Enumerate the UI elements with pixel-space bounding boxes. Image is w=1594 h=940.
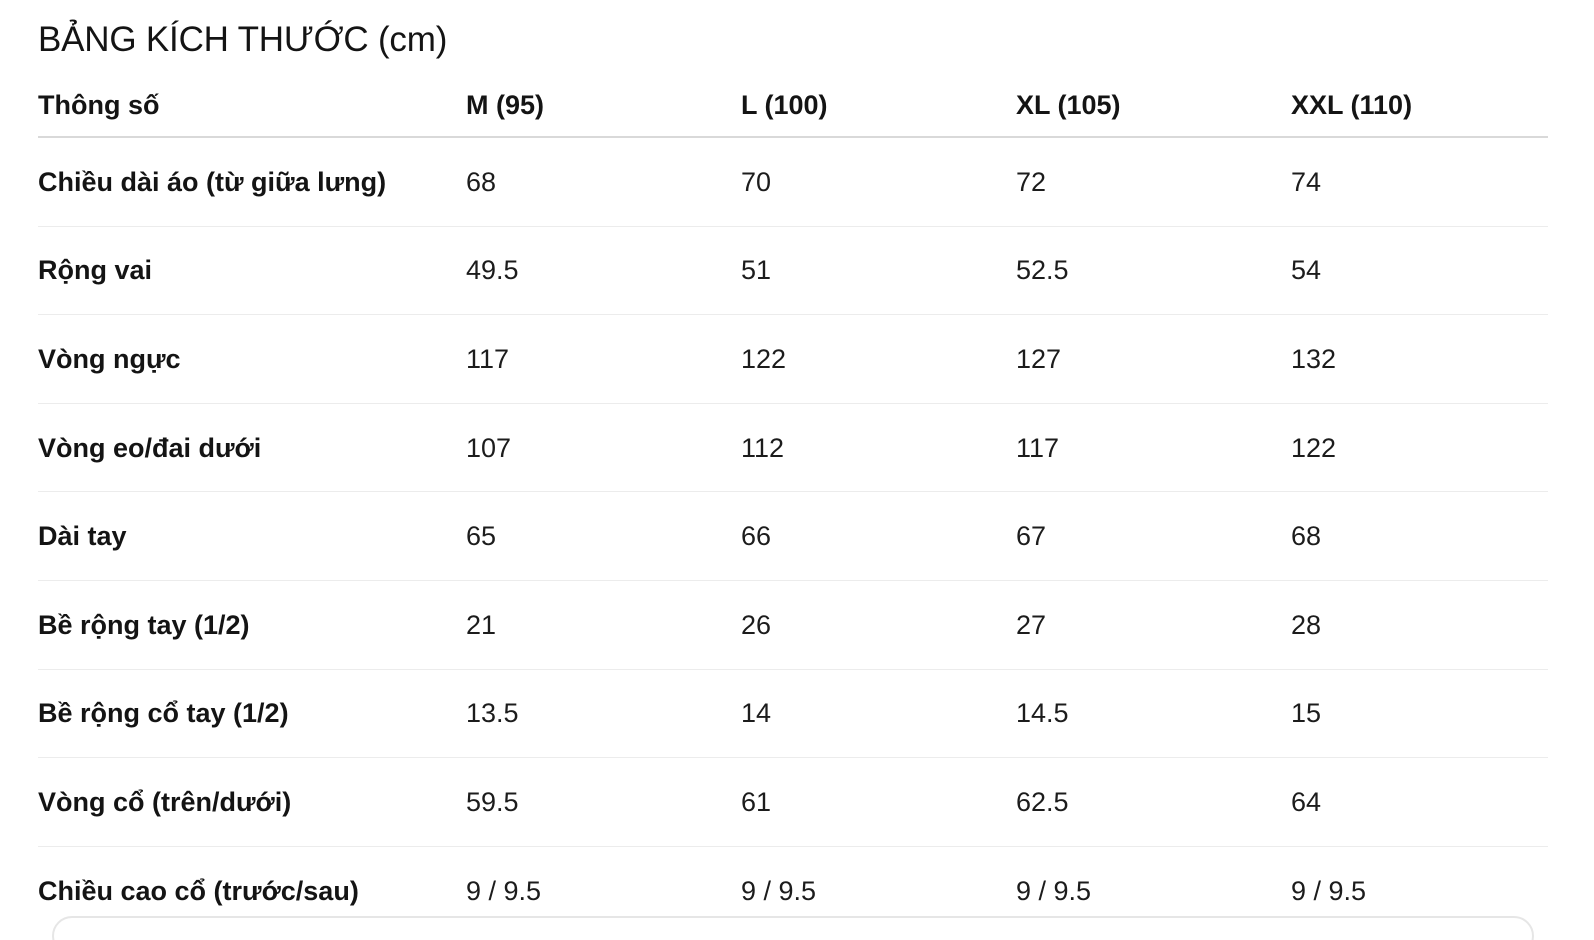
row-label: Vòng cổ (trên/dưới) <box>38 786 292 817</box>
table-row: Chiều cao cổ (trước/sau) 9 / 9.5 9 / 9.5… <box>38 847 1548 936</box>
row-label: Chiều cao cổ (trước/sau) <box>38 876 359 907</box>
table-row: Bề rộng tay (1/2) 21 26 27 28 <box>38 581 1548 670</box>
table-row: Rộng vai 49.5 51 52.5 54 <box>38 227 1548 316</box>
column-header-size-m: M (95) <box>466 90 545 120</box>
row-label: Chiều dài áo (từ giữa lưng) <box>38 166 387 197</box>
table-row: Bề rộng cổ tay (1/2) 13.5 14 14.5 15 <box>38 670 1548 759</box>
table-row: Chiều dài áo (từ giữa lưng) 68 70 72 74 <box>38 138 1548 227</box>
page-title: BẢNG KÍCH THƯỚC (cm) <box>38 20 448 59</box>
table-header-row: Thông số M (95) L (100) XL (105) XXL (11… <box>38 74 1548 138</box>
row-label: Bề rộng tay (1/2) <box>38 609 250 640</box>
table-row: Vòng ngực 117 122 127 132 <box>38 315 1548 404</box>
table-row: Dài tay 65 66 67 68 <box>38 492 1548 581</box>
bottom-card-edge <box>52 916 1534 940</box>
column-header-parameter: Thông số <box>38 90 160 120</box>
cell-value: 68 <box>466 166 497 197</box>
cell-value: 27 <box>1016 609 1047 640</box>
cell-value: 132 <box>1291 343 1337 374</box>
cell-value: 127 <box>1016 343 1062 374</box>
cell-value: 62.5 <box>1016 786 1069 817</box>
cell-value: 54 <box>1291 255 1322 286</box>
cell-value: 117 <box>1016 432 1060 463</box>
cell-value: 112 <box>741 432 785 463</box>
cell-value: 68 <box>1291 521 1322 552</box>
cell-value: 9 / 9.5 <box>1291 876 1367 907</box>
cell-value: 52.5 <box>1016 255 1069 286</box>
cell-value: 70 <box>741 166 772 197</box>
cell-value: 67 <box>1016 521 1047 552</box>
row-label: Vòng eo/đai dưới <box>38 432 262 463</box>
row-label: Dài tay <box>38 521 127 552</box>
cell-value: 117 <box>466 343 510 374</box>
cell-value: 64 <box>1291 786 1322 817</box>
cell-value: 122 <box>1291 432 1337 463</box>
cell-value: 72 <box>1016 166 1047 197</box>
column-header-size-xl: XL (105) <box>1016 90 1121 120</box>
cell-value: 51 <box>741 255 772 286</box>
row-label: Bề rộng cổ tay (1/2) <box>38 698 289 729</box>
cell-value: 14.5 <box>1016 698 1069 729</box>
size-table: Thông số M (95) L (100) XL (105) XXL (11… <box>38 74 1548 935</box>
cell-value: 13.5 <box>466 698 519 729</box>
cell-value: 9 / 9.5 <box>1016 876 1092 907</box>
cell-value: 15 <box>1291 698 1322 729</box>
cell-value: 59.5 <box>466 786 519 817</box>
table-row: Vòng cổ (trên/dưới) 59.5 61 62.5 64 <box>38 758 1548 847</box>
cell-value: 65 <box>466 521 497 552</box>
cell-value: 66 <box>741 521 772 552</box>
row-label: Vòng ngực <box>38 343 181 374</box>
cell-value: 14 <box>741 698 772 729</box>
cell-value: 122 <box>741 343 787 374</box>
cell-value: 61 <box>741 786 772 817</box>
table-row: Vòng eo/đai dưới 107 112 117 122 <box>38 404 1548 493</box>
cell-value: 107 <box>466 432 512 463</box>
cell-value: 26 <box>741 609 772 640</box>
cell-value: 9 / 9.5 <box>466 876 542 907</box>
column-header-size-xxl: XXL (110) <box>1291 90 1413 120</box>
column-header-size-l: L (100) <box>741 90 828 120</box>
cell-value: 74 <box>1291 166 1322 197</box>
cell-value: 21 <box>466 609 497 640</box>
cell-value: 9 / 9.5 <box>741 876 817 907</box>
cell-value: 49.5 <box>466 255 519 286</box>
row-label: Rộng vai <box>38 255 153 286</box>
cell-value: 28 <box>1291 609 1322 640</box>
